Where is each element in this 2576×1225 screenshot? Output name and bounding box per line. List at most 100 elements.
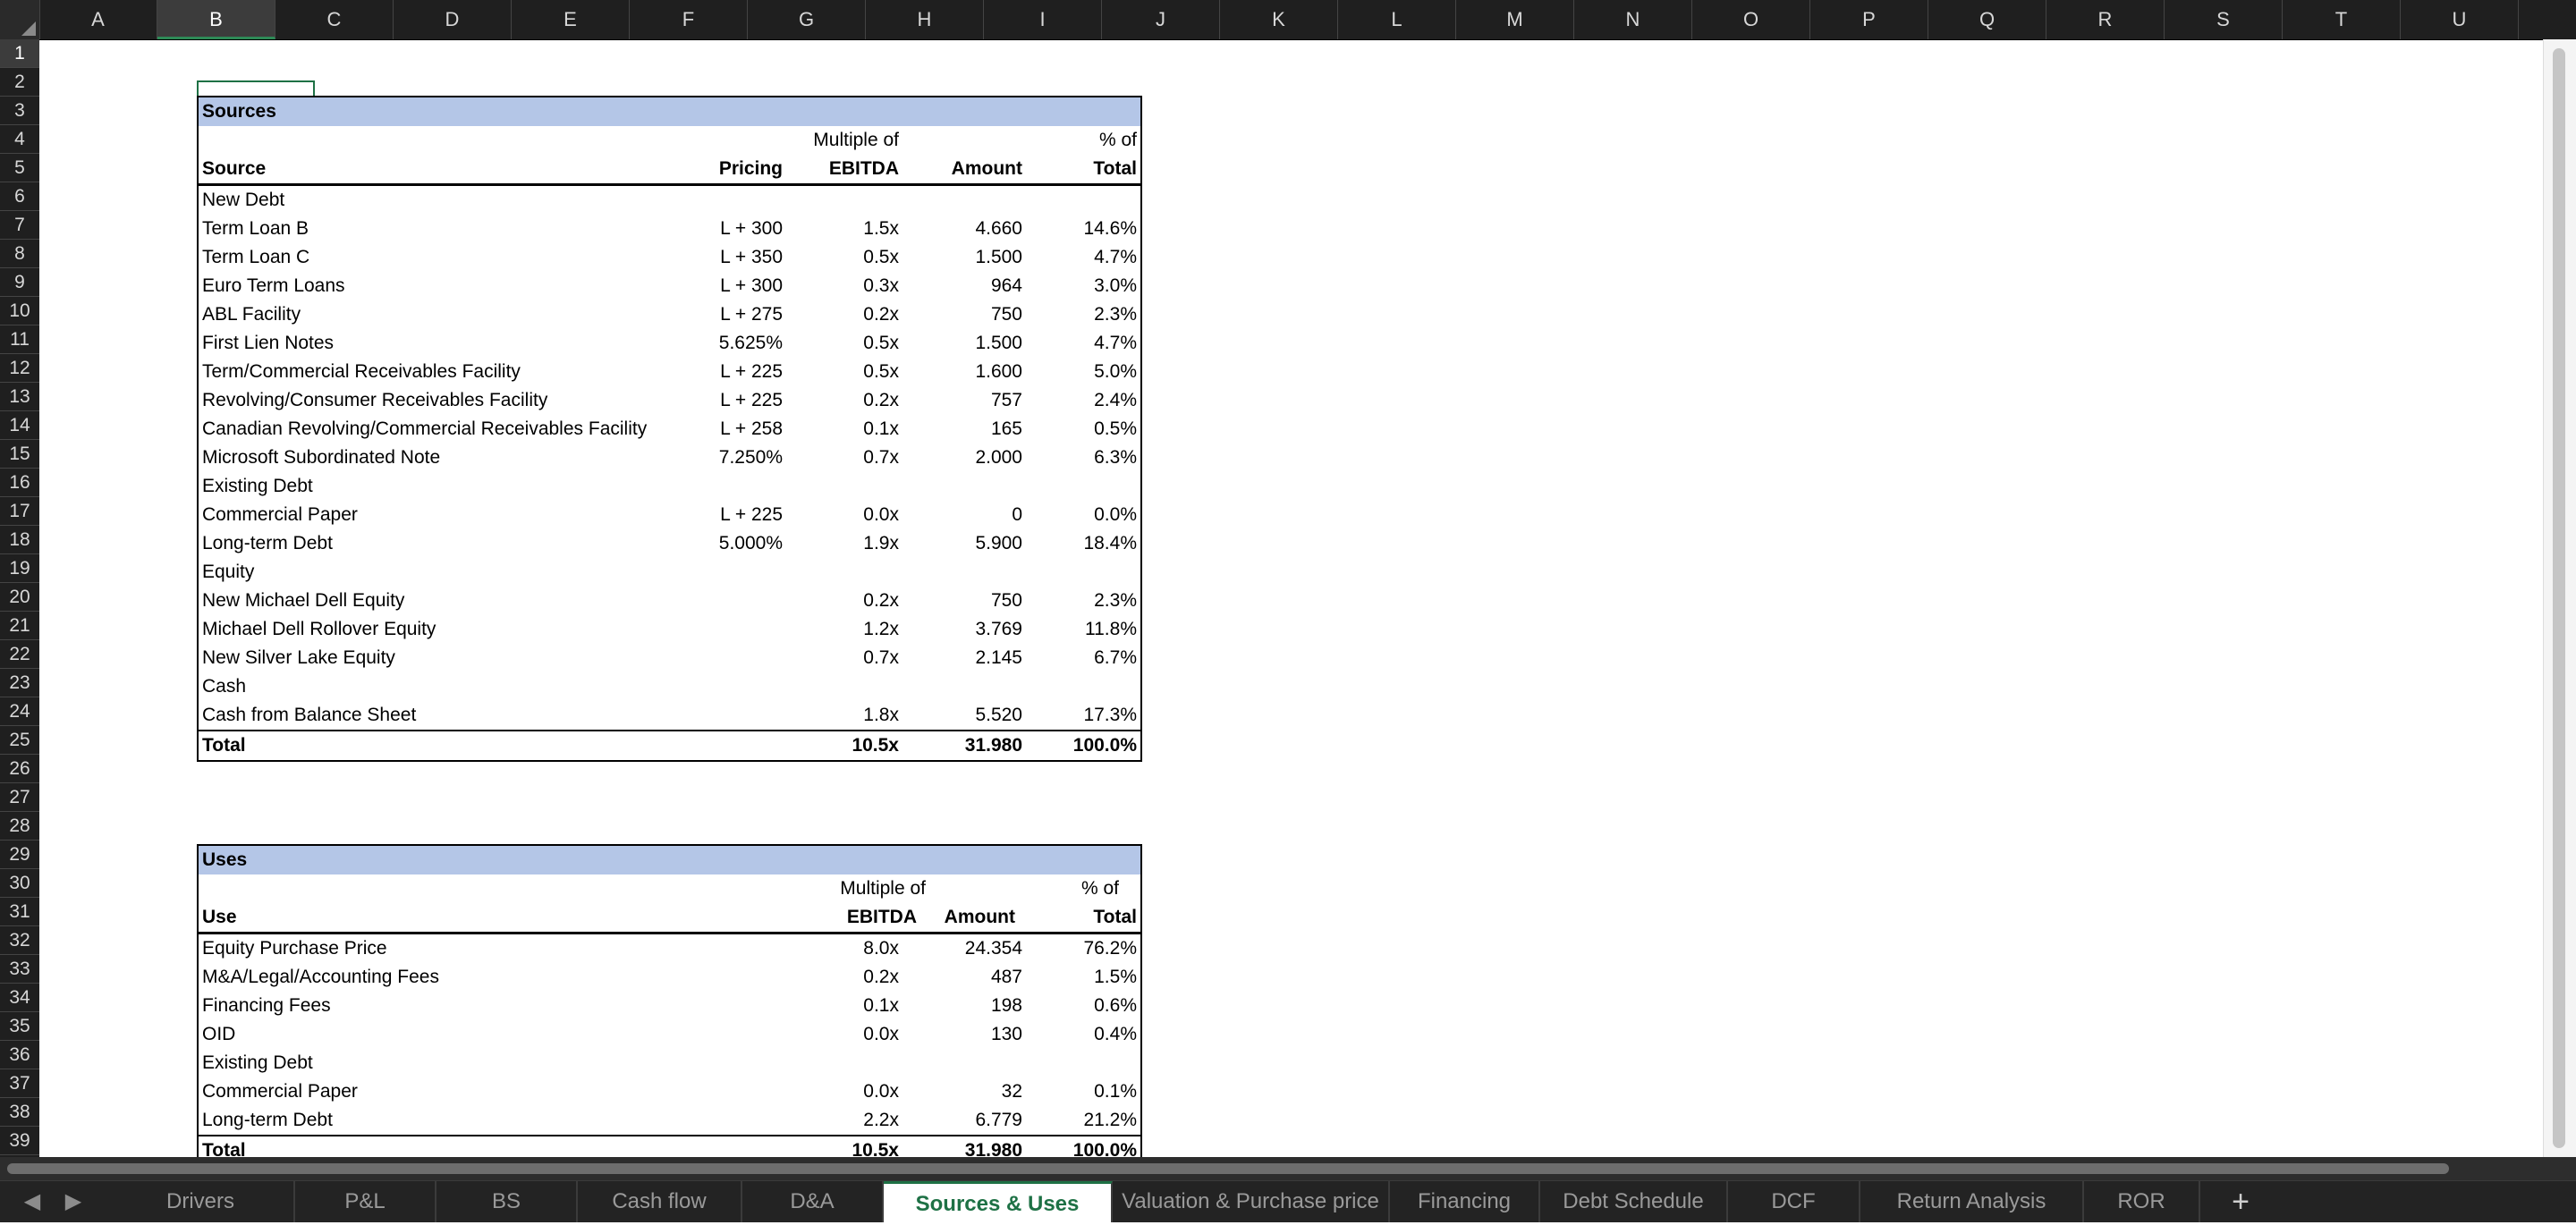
cell-amount[interactable]: 2.000 [975,447,1022,468]
cell-amount[interactable]: 5.900 [975,533,1022,553]
cell-amount[interactable]: 750 [990,304,1022,325]
cell-amount[interactable]: 1.600 [975,361,1022,382]
cell-amount[interactable]: 757 [990,390,1022,410]
row-header-21[interactable]: 21 [0,612,39,640]
column-header-P[interactable]: P [1810,0,1928,39]
row-header-11[interactable]: 11 [0,325,39,354]
cell-pricing[interactable]: L + 300 [720,218,783,239]
column-header-B[interactable]: B [157,0,275,39]
column-header-J[interactable]: J [1102,0,1220,39]
column-header-I[interactable]: I [984,0,1102,39]
cell-label[interactable]: Microsoft Subordinated Note [202,447,441,468]
cell-pct[interactable]: 0.0% [1094,504,1137,525]
cell-mult[interactable]: 0.7x [863,447,899,468]
cell-amount[interactable]: 5.520 [975,705,1022,725]
prev-sheet-arrow-icon[interactable]: ◀ [23,1189,41,1213]
cell-amount[interactable]: 750 [990,590,1022,611]
cell-mult[interactable]: 0.1x [863,995,899,1016]
cell-pct[interactable]: 5.0% [1094,361,1137,382]
total-amount[interactable]: 31.980 [964,1140,1022,1157]
cell-mult[interactable]: 1.9x [863,533,899,553]
cell-mult[interactable]: 0.5x [863,361,899,382]
cell-mult[interactable]: 0.0x [863,1024,899,1044]
cell-amount[interactable]: 0 [1012,504,1022,525]
cell-mult[interactable]: 0.5x [863,333,899,353]
header-total[interactable]: Total [1093,907,1137,927]
cell-mult[interactable]: 0.1x [863,418,899,439]
row-header-20[interactable]: 20 [0,583,39,612]
sheet-tab[interactable]: Sources & Uses [884,1181,1113,1222]
total-label[interactable]: Total [202,1140,246,1157]
sheet-tab[interactable]: Debt Schedule [1540,1181,1728,1222]
row-header-35[interactable]: 35 [0,1012,39,1041]
row-header-32[interactable]: 32 [0,926,39,955]
cell-label[interactable]: Equity [202,562,255,582]
header-pct-of[interactable]: % of [1098,130,1137,150]
cell-label[interactable]: Term/Commercial Receivables Facility [202,361,521,382]
row-header-1[interactable]: 1 [0,39,39,68]
row-header-22[interactable]: 22 [0,640,39,669]
row-header-7[interactable]: 7 [0,211,39,240]
row-header-25[interactable]: 25 [0,726,39,755]
cell-pct[interactable]: 21.2% [1083,1110,1137,1130]
column-header-H[interactable]: H [866,0,984,39]
row-header-13[interactable]: 13 [0,383,39,411]
cell-pct[interactable]: 0.6% [1094,995,1137,1016]
row-header-19[interactable]: 19 [0,554,39,583]
cell-label[interactable]: New Debt [202,190,285,210]
cell-pricing[interactable]: L + 225 [720,361,783,382]
cell-mult[interactable]: 1.2x [863,619,899,639]
row-header-23[interactable]: 23 [0,669,39,697]
column-header-N[interactable]: N [1574,0,1692,39]
row-header-5[interactable]: 5 [0,154,39,182]
cell-label[interactable]: Euro Term Loans [202,275,345,296]
sheet-tab[interactable]: Valuation & Purchase price [1113,1181,1390,1222]
cell-label[interactable]: M&A/Legal/Accounting Fees [202,967,439,987]
column-header-L[interactable]: L [1338,0,1456,39]
row-header-9[interactable]: 9 [0,268,39,297]
cell-mult[interactable]: 0.3x [863,275,899,296]
row-header-37[interactable]: 37 [0,1069,39,1098]
cell-label[interactable]: Financing Fees [202,995,331,1016]
cell-pct[interactable]: 0.5% [1094,418,1137,439]
cell-amount[interactable]: 198 [990,995,1022,1016]
cell-amount[interactable]: 487 [990,967,1022,987]
cell-pricing[interactable]: L + 225 [720,390,783,410]
cell-amount[interactable]: 32 [1001,1081,1022,1102]
column-header-C[interactable]: C [275,0,394,39]
add-sheet-plus-icon[interactable]: + [2232,1185,2250,1219]
cell-pct[interactable]: 6.3% [1094,447,1137,468]
header-multiple-of[interactable]: Multiple of [840,878,926,899]
row-header-12[interactable]: 12 [0,354,39,383]
cell-pct[interactable]: 14.6% [1083,218,1137,239]
row-header-27[interactable]: 27 [0,783,39,812]
cell-mult[interactable]: 0.7x [863,647,899,668]
cell-mult[interactable]: 0.2x [863,390,899,410]
cell-label[interactable]: Long-term Debt [202,533,333,553]
sheet-tab[interactable]: Financing [1390,1181,1540,1222]
row-header-24[interactable]: 24 [0,697,39,726]
row-header-39[interactable]: 39 [0,1127,39,1155]
cell-label[interactable]: New Silver Lake Equity [202,647,395,668]
header-source[interactable]: Source [202,158,267,179]
row-header-3[interactable]: 3 [0,97,39,125]
cell-pricing[interactable]: L + 350 [720,247,783,267]
row-header-31[interactable]: 31 [0,898,39,926]
header-amount[interactable]: Amount [951,158,1022,179]
cell-pct[interactable]: 0.1% [1094,1081,1137,1102]
cell-label[interactable]: New Michael Dell Equity [202,590,405,611]
cell-label[interactable]: Michael Dell Rollover Equity [202,619,436,639]
row-header-10[interactable]: 10 [0,297,39,325]
row-header-38[interactable]: 38 [0,1098,39,1127]
column-header-U[interactable]: U [2401,0,2519,39]
next-sheet-arrow-icon[interactable]: ▶ [64,1189,82,1213]
row-header-34[interactable]: 34 [0,984,39,1012]
cell-pct[interactable]: 1.5% [1094,967,1137,987]
cell-mult[interactable]: 2.2x [863,1110,899,1130]
column-header-R[interactable]: R [2046,0,2165,39]
row-header-2[interactable]: 2 [0,68,39,97]
cell-amount[interactable]: 6.779 [975,1110,1022,1130]
cell-pct[interactable]: 2.3% [1094,590,1137,611]
column-header-E[interactable]: E [512,0,630,39]
row-header-4[interactable]: 4 [0,125,39,154]
